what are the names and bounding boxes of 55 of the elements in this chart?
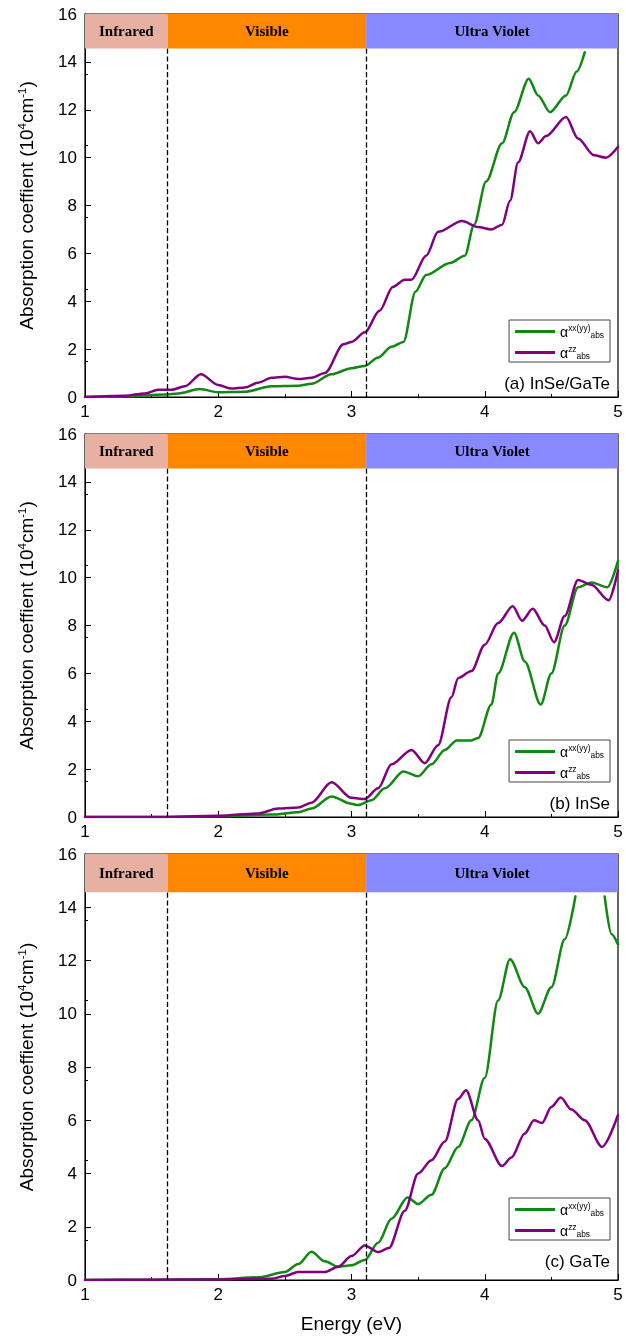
y-tick-label: 6: [67, 243, 77, 263]
y-tick-label: 10: [58, 148, 77, 168]
band-label: Ultra Violet: [454, 865, 530, 882]
band-label: Visible: [245, 23, 290, 40]
y-tick-label: 2: [67, 339, 77, 359]
y-tick-label: 12: [58, 951, 77, 970]
y-tick-label: 4: [67, 711, 77, 731]
y-tick-label: 10: [58, 1004, 77, 1024]
x-tick-label: 4: [480, 1285, 490, 1304]
y-tick-label: 0: [67, 387, 77, 407]
y-tick-label: 0: [67, 1270, 77, 1290]
band-label: Visible: [245, 443, 290, 460]
y-tick-label: 0: [67, 807, 77, 827]
y-tick-label: 6: [67, 1110, 77, 1130]
y-tick-label: 14: [58, 897, 77, 917]
x-tick-label: 3: [346, 822, 357, 841]
y-tick-label: 10: [58, 568, 77, 588]
band-label: Visible: [245, 865, 290, 882]
y-tick-label: 6: [67, 663, 77, 683]
x-tick-label: 4: [480, 402, 490, 421]
y-tick-label: 14: [58, 472, 77, 492]
annotation: (a) InSe/GaTe: [504, 374, 610, 393]
y-tick-label: 2: [67, 1217, 77, 1237]
x-axis-title: Energy (eV): [300, 1313, 403, 1334]
y-tick-label: 16: [58, 424, 77, 444]
y-tick-label: 4: [67, 291, 77, 311]
band-label: Infrared: [98, 865, 155, 882]
annotation: (c) GaTe: [544, 1252, 611, 1271]
y-tick-label: 16: [58, 844, 77, 864]
y-tick-label: 16: [58, 4, 77, 24]
annotation: (b) InSe: [549, 794, 611, 813]
band-label: Ultra Violet: [454, 23, 530, 40]
x-tick-label: 3: [346, 402, 357, 421]
y-tick-label: 12: [58, 520, 77, 540]
band-label: Infrared: [98, 443, 155, 460]
band-label: Infrared: [98, 23, 155, 40]
x-tick-label: 5: [613, 822, 623, 841]
x-tick-label: 1: [80, 402, 90, 421]
x-tick-label: 2: [213, 822, 223, 841]
y-tick-label: 4: [67, 1164, 77, 1183]
x-tick-label: 3: [346, 1285, 357, 1304]
x-tick-label: 5: [613, 402, 623, 421]
x-tick-label: 1: [80, 1285, 90, 1304]
y-tick-label: 8: [67, 196, 77, 215]
x-tick-label: 2: [213, 402, 223, 421]
x-tick-label: 4: [480, 822, 490, 841]
x-tick-label: 2: [213, 1285, 223, 1304]
band-label: Ultra Violet: [454, 443, 530, 460]
y-tick-label: 2: [67, 759, 77, 779]
y-tick-label: 14: [58, 52, 77, 72]
x-tick-label: 5: [613, 1285, 623, 1304]
y-tick-label: 8: [67, 1057, 77, 1077]
y-tick-label: 8: [67, 616, 77, 635]
x-tick-label: 1: [80, 822, 90, 841]
y-tick-label: 12: [58, 100, 77, 120]
